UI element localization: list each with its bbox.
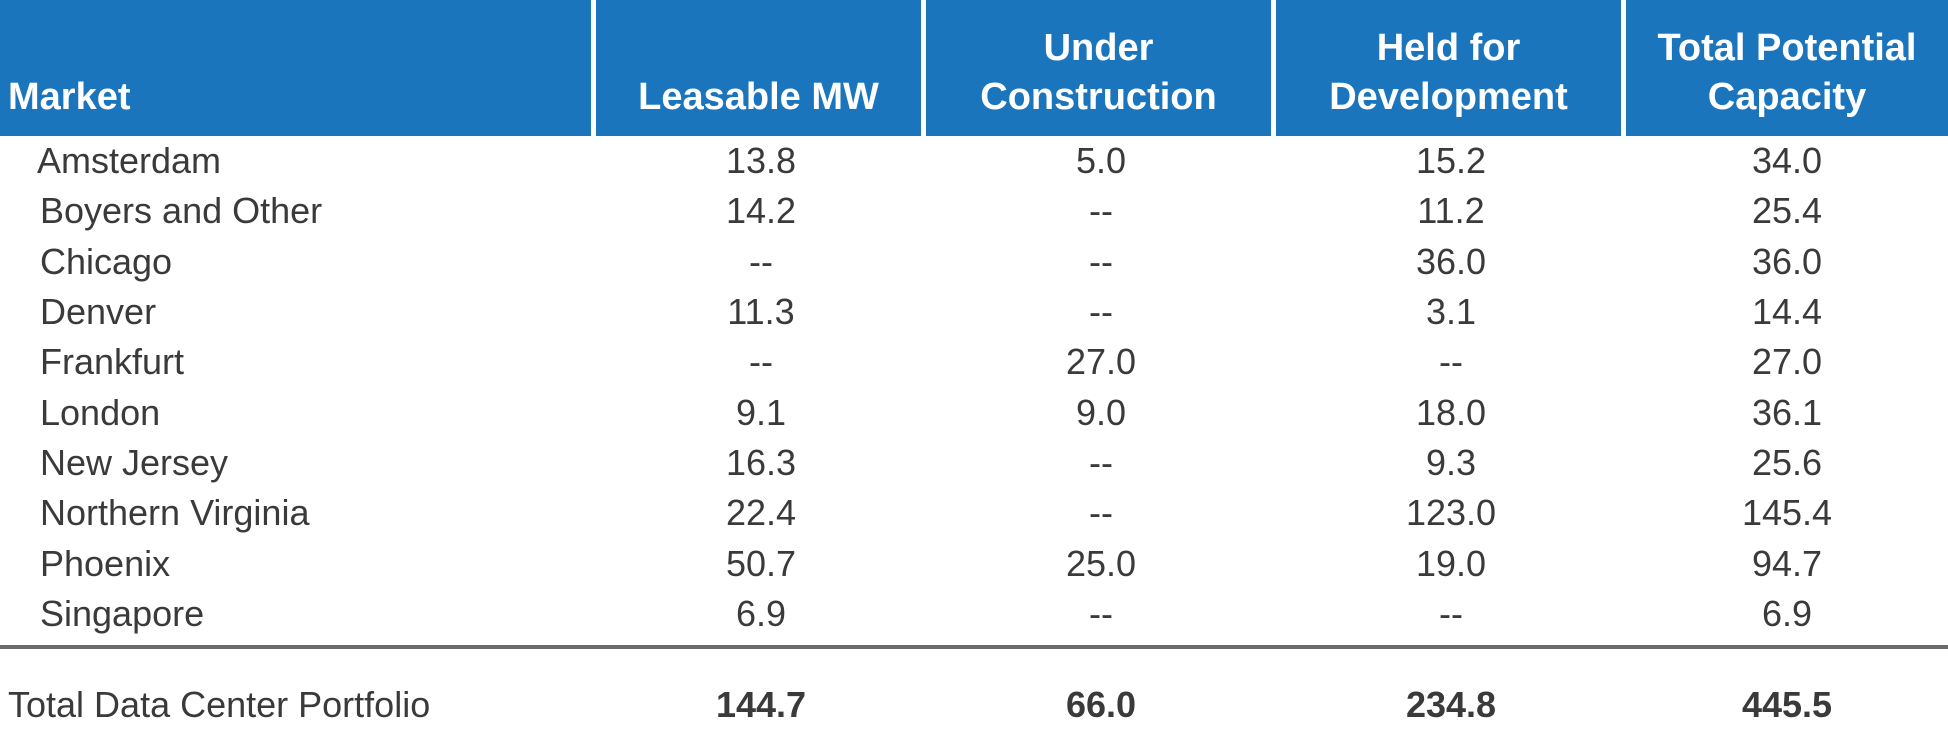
table-row: Boyers and Other 14.2 -- 11.2 25.4 xyxy=(0,186,1948,236)
table-row: Phoenix 50.7 25.0 19.0 94.7 xyxy=(0,538,1948,588)
cell-market: London xyxy=(40,391,161,433)
cell-held-for-development: 123.0 xyxy=(1405,492,1497,534)
cell-held-for-development: 18.0 xyxy=(1415,391,1487,433)
table-row: Amsterdam 13.8 5.0 15.2 34.0 xyxy=(0,136,1948,186)
table-footer: Total Data Center Portfolio 144.7 66.0 234.… xyxy=(0,644,1948,741)
header-row: Market Leasable MW Under Construction Held f… xyxy=(0,0,1948,136)
table-row: London 9.1 9.0 18.0 36.1 xyxy=(0,387,1948,437)
cell-under-construction: -- xyxy=(1089,240,1113,282)
cell-leasable-mw: 9.1 xyxy=(735,391,787,433)
total-row: Total Data Center Portfolio 144.7 66.0 234.… xyxy=(0,644,1948,741)
cell-under-construction: -- xyxy=(1089,291,1113,333)
table-row: Denver 11.3 -- 3.1 14.4 xyxy=(0,287,1948,337)
cell-leasable-mw: 22.4 xyxy=(725,492,797,534)
cell-market: Denver xyxy=(40,291,157,333)
cell-total-potential-capacity: 36.1 xyxy=(1751,391,1823,433)
cell-total-potential-capacity: 14.4 xyxy=(1751,291,1823,333)
cell-held-for-development: 19.0 xyxy=(1415,542,1487,584)
column-header-leasable-mw: Leasable MW xyxy=(596,0,926,136)
column-header-held-for-development: Held for Development xyxy=(1276,0,1626,136)
cell-under-construction: 25.0 xyxy=(1065,542,1137,584)
cell-leasable-mw: 16.3 xyxy=(725,441,797,483)
table-header: Market Leasable MW Under Construction Held f… xyxy=(0,0,1948,136)
cell-total-potential-capacity: 34.0 xyxy=(1751,140,1823,182)
total-cell-total-potential-capacity: 445.5 xyxy=(1626,644,1948,741)
column-header-market: Market xyxy=(0,0,596,136)
cell-held-for-development: 11.2 xyxy=(1417,190,1485,232)
cell-held-for-development: 15.2 xyxy=(1415,140,1487,182)
cell-leasable-mw: 50.7 xyxy=(725,542,797,584)
column-header-text: Under xyxy=(1043,27,1154,69)
column-header-text: Held for xyxy=(1376,27,1521,69)
cell-market: Northern Virginia xyxy=(40,492,310,534)
column-header-text: Development xyxy=(1329,76,1568,118)
cell-leasable-mw: 14.2 xyxy=(725,190,797,232)
table-body: Amsterdam 13.8 5.0 15.2 34.0 Boyers and Other… xyxy=(0,136,1948,645)
cell-under-construction: 5.0 xyxy=(1075,140,1127,182)
cell-under-construction: 9.0 xyxy=(1075,391,1127,433)
total-cell-leasable-mw: 144.7 xyxy=(596,644,926,741)
cell-held-for-development: 36.0 xyxy=(1415,240,1487,282)
cell-held-for-development: 3.1 xyxy=(1425,291,1477,333)
cell-leasable-mw: 11.3 xyxy=(727,291,795,333)
total-cell-market: Total Data Center Portfolio xyxy=(0,644,596,741)
cell-total-potential-capacity: 36.0 xyxy=(1751,240,1823,282)
total-cell-held-for-development: 234.8 xyxy=(1276,644,1626,741)
table-row: Northern Virginia 22.4 -- 123.0 145.4 xyxy=(0,488,1948,538)
cell-total-potential-capacity: 27.0 xyxy=(1751,341,1823,383)
table-row: Singapore 6.9 -- -- 6.9 xyxy=(0,589,1948,645)
column-header-under-construction: Under Construction xyxy=(926,0,1276,136)
cell-held-for-development: -- xyxy=(1439,592,1463,634)
cell-held-for-development: 9.3 xyxy=(1425,441,1477,483)
column-header-text: Capacity xyxy=(1707,76,1867,118)
cell-market: Chicago xyxy=(40,240,173,282)
cell-market: New Jersey xyxy=(40,441,229,483)
cell-total-potential-capacity: 6.9 xyxy=(1761,592,1813,634)
cell-leasable-mw: -- xyxy=(749,240,773,282)
cell-leasable-mw: -- xyxy=(749,341,773,383)
cell-under-construction: -- xyxy=(1089,190,1113,232)
cell-total-potential-capacity: 145.4 xyxy=(1741,492,1833,534)
column-header-text: Leasable MW xyxy=(638,76,879,118)
total-cell-under-construction: 66.0 xyxy=(926,644,1276,741)
cell-total-potential-capacity: 25.4 xyxy=(1751,190,1823,232)
cell-market: Singapore xyxy=(40,592,205,634)
cell-under-construction: -- xyxy=(1089,592,1113,634)
cell-total-potential-capacity: 25.6 xyxy=(1751,441,1823,483)
cell-market: Amsterdam xyxy=(37,140,222,182)
cell-market: Phoenix xyxy=(40,542,171,584)
table-row: New Jersey 16.3 -- 9.3 25.6 xyxy=(0,438,1948,488)
cell-under-construction: -- xyxy=(1089,492,1113,534)
cell-under-construction: 27.0 xyxy=(1065,341,1137,383)
cell-leasable-mw: 13.8 xyxy=(725,140,797,182)
cell-held-for-development: -- xyxy=(1439,341,1463,383)
cell-total-potential-capacity: 94.7 xyxy=(1751,542,1823,584)
column-header-text: Market xyxy=(8,76,131,118)
cell-market: Frankfurt xyxy=(40,341,185,383)
cell-leasable-mw: 6.9 xyxy=(735,592,787,634)
column-header-text: Total Potential xyxy=(1657,27,1917,69)
capacity-table-container: Market Leasable MW Under Construction Held f… xyxy=(0,0,1948,725)
table-row: Chicago -- -- 36.0 36.0 xyxy=(0,237,1948,287)
column-header-text: Construction xyxy=(980,76,1217,118)
cell-under-construction: -- xyxy=(1089,441,1113,483)
cell-market: Boyers and Other xyxy=(40,190,323,232)
column-header-total-potential-capacity: Total Potential Capacity xyxy=(1626,0,1948,136)
table-row: Frankfurt -- 27.0 -- 27.0 xyxy=(0,337,1948,387)
